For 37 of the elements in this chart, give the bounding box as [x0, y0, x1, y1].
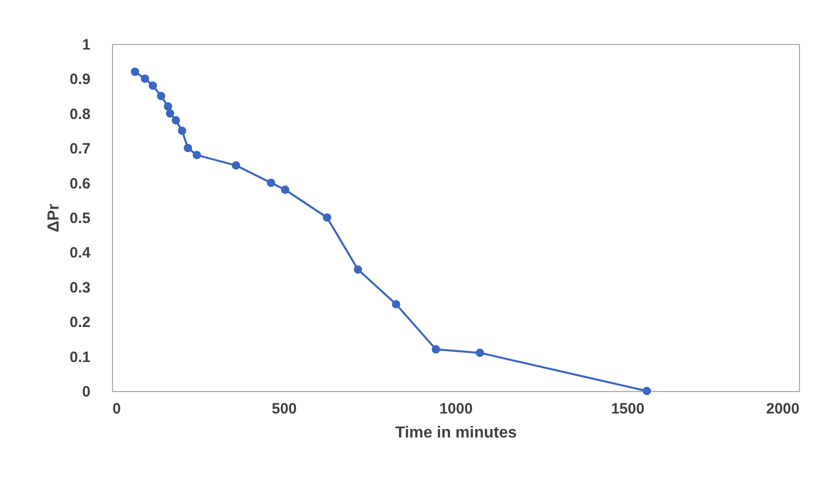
y-tick-label: 0.9 [70, 71, 90, 88]
x-axis-title: Time in minutes [395, 424, 517, 442]
y-tick-label: 0.1 [70, 348, 90, 366]
y-tick-label: 0.5 [70, 210, 90, 227]
point [192, 150, 202, 160]
point [354, 265, 362, 274]
point [642, 386, 652, 396]
y-tick-label: 0.7 [70, 140, 90, 158]
point [156, 92, 166, 100]
point [432, 345, 440, 354]
point [322, 213, 332, 222]
point [266, 178, 276, 187]
x-tick-label: 1500 [611, 400, 644, 418]
point [166, 109, 174, 118]
y-axis-title: ΔPr [46, 204, 63, 232]
point [184, 144, 192, 152]
y-tick-label: 0 [82, 384, 90, 400]
x-tick-label: 1000 [439, 400, 473, 418]
x-tick-label: 2000 [766, 400, 800, 418]
y-tick-label: 0.3 [70, 279, 90, 296]
point [178, 126, 186, 135]
y-tick-label: 0.4 [70, 244, 92, 262]
y-tick-label: 0.8 [70, 106, 90, 123]
point [140, 74, 150, 83]
y-tick-label: 0.2 [70, 314, 90, 332]
point [130, 68, 140, 76]
point [232, 161, 240, 170]
point [392, 300, 400, 308]
point [280, 186, 290, 194]
point [476, 348, 484, 358]
y-tick-label: 1 [82, 36, 90, 54]
point [148, 81, 158, 90]
y-tick-label: 0.6 [70, 175, 90, 192]
point [172, 116, 180, 125]
x-tick-label: 0 [112, 400, 121, 418]
point [164, 102, 172, 111]
x-tick-label: 500 [272, 400, 297, 418]
